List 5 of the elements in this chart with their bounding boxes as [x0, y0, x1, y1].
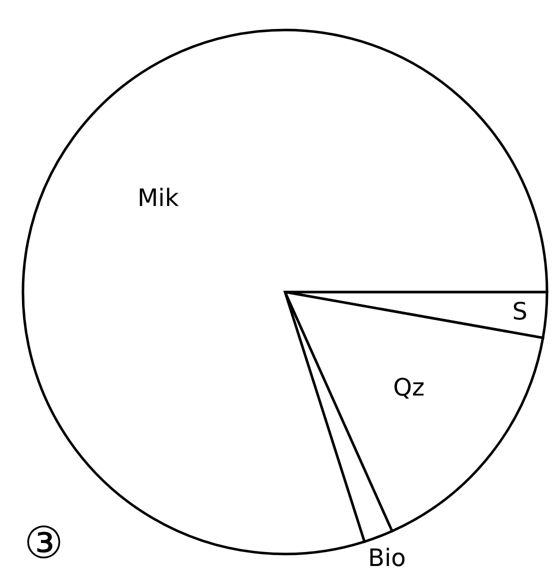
slice-label: Qz: [393, 374, 425, 402]
text: ③: [24, 518, 64, 569]
slice-label: Bio: [368, 544, 406, 572]
slice-label: Mik: [137, 184, 179, 212]
slice-label: S: [512, 298, 528, 326]
